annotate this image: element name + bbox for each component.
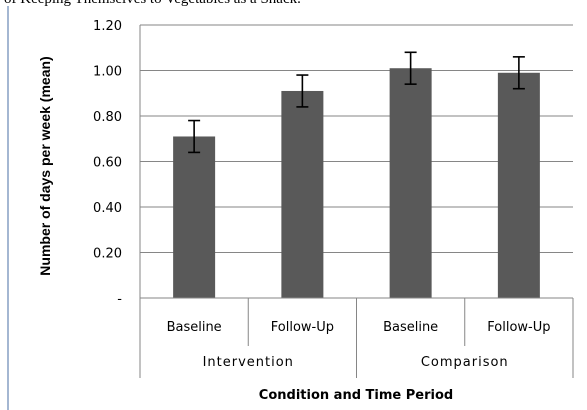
axes: [139, 25, 574, 378]
y-axis-title: Number of days per week (mean): [37, 56, 53, 275]
y-tick-labels: - 0.20 0.40 0.60 0.80 1.00 1.20: [93, 19, 122, 307]
category-label: Follow-Up: [271, 320, 334, 335]
group-label: Comparison: [421, 355, 509, 370]
bar: [281, 90, 324, 298]
category-label: Follow-Up: [487, 320, 550, 335]
group-label: Intervention: [203, 355, 294, 370]
y-tick-label: 0.20: [93, 247, 122, 262]
category-label: Baseline: [383, 320, 438, 335]
y-tick-label: 1.00: [93, 65, 122, 80]
error-bars: [188, 51, 525, 154]
bar: [389, 68, 432, 298]
x-axis-title: Condition and Time Period: [259, 388, 453, 403]
y-tick-label: 1.20: [93, 19, 122, 34]
category-labels: Baseline Follow-Up Baseline Follow-Up: [167, 320, 551, 335]
y-tick-label: 0.60: [93, 156, 122, 171]
y-tick-label: 0.40: [93, 201, 122, 216]
y-tick-label: -: [117, 292, 122, 307]
bars: [173, 68, 540, 299]
figure-caption: of Keeping Themselves to Vegetables as a…: [4, 0, 301, 8]
bar: [173, 136, 216, 298]
bar: [497, 72, 540, 299]
category-label: Baseline: [167, 320, 222, 335]
y-tick-label: 0.80: [93, 110, 122, 125]
group-labels: Intervention Comparison: [203, 355, 509, 370]
